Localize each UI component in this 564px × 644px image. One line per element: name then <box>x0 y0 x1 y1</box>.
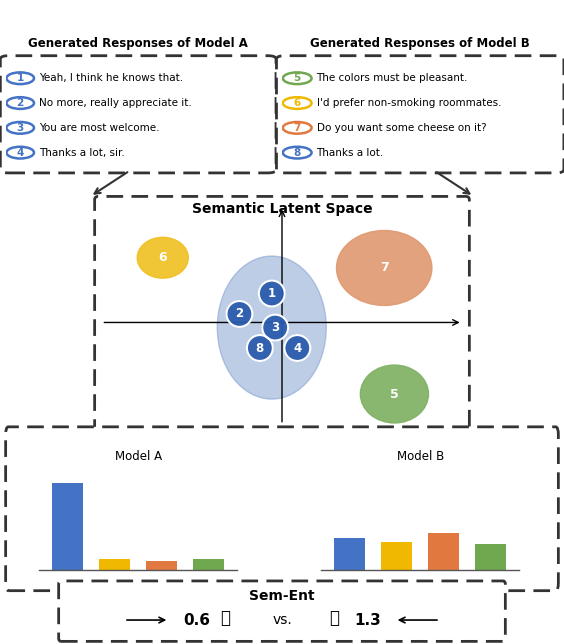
Bar <box>147 562 177 570</box>
Ellipse shape <box>217 256 327 399</box>
Circle shape <box>283 147 311 158</box>
Circle shape <box>227 301 252 327</box>
Text: 4: 4 <box>16 147 24 158</box>
Text: 1: 1 <box>16 73 24 83</box>
Bar <box>52 483 83 570</box>
Text: I'd prefer non-smoking roommates.: I'd prefer non-smoking roommates. <box>316 98 501 108</box>
FancyBboxPatch shape <box>59 581 505 641</box>
Text: Semantic Distribution: Semantic Distribution <box>197 434 367 448</box>
Text: Generated Responses of Model A: Generated Responses of Model A <box>28 37 248 50</box>
Circle shape <box>262 315 288 341</box>
Text: 6: 6 <box>158 251 167 264</box>
Text: 1.3: 1.3 <box>354 612 381 627</box>
Text: 👎: 👎 <box>221 609 231 627</box>
Circle shape <box>283 97 311 109</box>
Circle shape <box>6 147 34 158</box>
Circle shape <box>6 97 34 109</box>
Ellipse shape <box>360 365 429 423</box>
Text: 0.6: 0.6 <box>183 612 210 627</box>
FancyBboxPatch shape <box>6 427 558 591</box>
FancyBboxPatch shape <box>1 56 276 173</box>
Text: 3: 3 <box>16 123 24 133</box>
Bar <box>429 533 459 570</box>
Text: 3: 3 <box>271 321 279 334</box>
Text: Thanks a lot, sir.: Thanks a lot, sir. <box>39 147 125 158</box>
Bar <box>193 559 224 570</box>
Text: 7: 7 <box>293 123 301 133</box>
FancyBboxPatch shape <box>276 56 564 173</box>
Title: Model A: Model A <box>114 450 162 462</box>
Text: 5: 5 <box>390 388 399 401</box>
Text: 👍: 👍 <box>329 609 339 627</box>
Text: Thanks a lot.: Thanks a lot. <box>316 147 384 158</box>
FancyBboxPatch shape <box>95 196 469 431</box>
Text: 8: 8 <box>255 341 264 354</box>
Text: The colors must be pleasant.: The colors must be pleasant. <box>316 73 468 83</box>
Text: 2: 2 <box>16 98 24 108</box>
Text: 7: 7 <box>380 261 389 274</box>
Text: 6: 6 <box>294 98 301 108</box>
Text: 2: 2 <box>235 307 244 321</box>
Circle shape <box>6 122 34 134</box>
Circle shape <box>247 335 273 361</box>
Text: Generated Responses of Model B: Generated Responses of Model B <box>310 37 530 50</box>
Text: Do you want some cheese on it?: Do you want some cheese on it? <box>316 123 486 133</box>
Circle shape <box>284 335 310 361</box>
Text: Sem-Ent: Sem-Ent <box>249 589 315 603</box>
Text: 1: 1 <box>268 287 276 300</box>
Text: No more, really appreciate it.: No more, really appreciate it. <box>39 98 192 108</box>
Title: Model B: Model B <box>396 450 444 462</box>
Ellipse shape <box>137 237 188 278</box>
Text: Semantic Latent Space: Semantic Latent Space <box>192 202 372 216</box>
Circle shape <box>283 122 311 134</box>
Circle shape <box>259 281 285 307</box>
Circle shape <box>283 72 311 84</box>
Bar <box>334 538 365 570</box>
Text: vs.: vs. <box>272 613 292 627</box>
Text: 4: 4 <box>293 341 301 354</box>
Circle shape <box>6 72 34 84</box>
Bar <box>99 559 130 570</box>
Bar <box>381 542 412 570</box>
Text: 8: 8 <box>294 147 301 158</box>
Text: Yeah, I think he knows that.: Yeah, I think he knows that. <box>39 73 183 83</box>
Bar <box>475 544 506 570</box>
Text: 5: 5 <box>294 73 301 83</box>
Ellipse shape <box>337 231 432 305</box>
Text: You are most welcome.: You are most welcome. <box>39 123 159 133</box>
